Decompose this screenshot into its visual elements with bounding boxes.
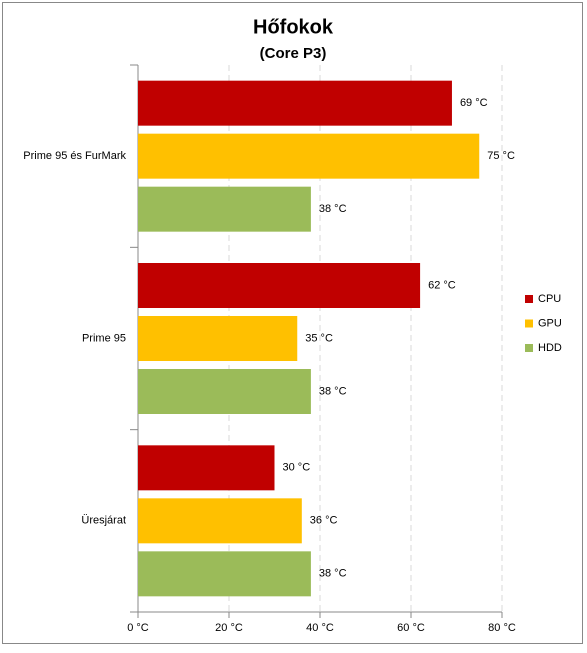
bar	[138, 369, 311, 414]
bar	[138, 80, 452, 126]
x-tick-label: 60 °C	[397, 622, 425, 634]
y-tick-label: Üresjárat	[81, 515, 126, 527]
x-tick-label: 0 °C	[127, 622, 149, 634]
chart-subtitle: (Core P3)	[260, 45, 327, 62]
value-label: 35 °C	[305, 332, 333, 344]
bar	[138, 186, 311, 232]
value-label: 69 °C	[460, 97, 488, 109]
y-tick-label: Prime 95 és FurMark	[23, 150, 126, 162]
bar	[138, 263, 421, 308]
y-tick-label: Prime 95	[82, 332, 126, 344]
bar	[138, 498, 302, 544]
x-tick-label: 80 °C	[488, 622, 516, 634]
value-label: 38 °C	[319, 385, 347, 397]
value-label: 30 °C	[283, 462, 311, 474]
x-tick-label: 40 °C	[306, 622, 334, 634]
bar	[138, 445, 275, 491]
legend-label: CPU	[538, 293, 561, 305]
legend-label: GPU	[538, 317, 562, 329]
legend-label: HDD	[538, 342, 562, 354]
bar	[138, 551, 311, 597]
value-label: 36 °C	[310, 515, 338, 527]
x-tick-label: 20 °C	[215, 622, 243, 634]
legend-swatch	[525, 344, 533, 352]
value-label: 38 °C	[319, 568, 347, 580]
legend-swatch	[525, 295, 533, 303]
legend-swatch	[525, 319, 533, 328]
chart-title: Hőfokok	[253, 16, 334, 38]
value-label: 62 °C	[428, 279, 456, 291]
bar	[138, 133, 480, 179]
value-label: 38 °C	[319, 203, 347, 215]
bar	[138, 316, 298, 361]
value-label: 75 °C	[487, 150, 515, 162]
